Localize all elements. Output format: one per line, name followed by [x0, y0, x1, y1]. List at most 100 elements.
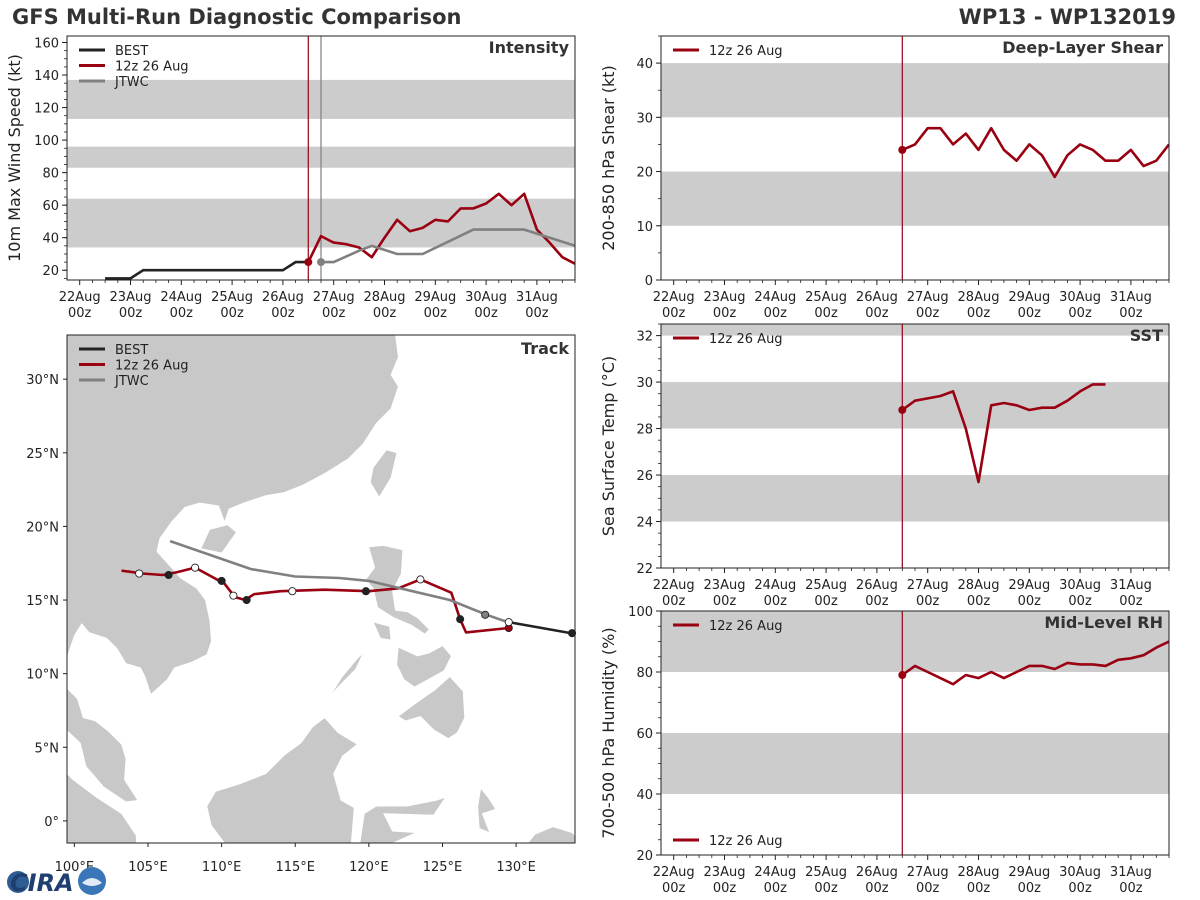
main-title: GFS Multi-Run Diagnostic Comparison	[12, 5, 462, 29]
land-taiwan	[369, 449, 398, 498]
sst-xtick-label-hour-1: 00z	[713, 594, 737, 609]
logo-globe-left-icon	[7, 871, 29, 893]
logo-swirl-icon	[82, 878, 102, 886]
rh-ytick-label-2: 60	[636, 727, 653, 742]
intensity-legend-label-2: JTWC	[114, 75, 149, 90]
storm-id: WP13 - WP132019	[958, 5, 1176, 29]
track-frame	[66, 334, 576, 844]
track-line-0	[508, 620, 575, 636]
rh-xtick-label-day-8: 30Aug	[1059, 865, 1101, 880]
sst-xtick-label-day-2: 24Aug	[754, 578, 796, 593]
shear-ytick-label-1: 10	[636, 220, 653, 235]
sst-xtick-label-day-4: 26Aug	[856, 578, 898, 593]
land-mindanao	[397, 676, 465, 739]
shear-xtick-label-day-3: 25Aug	[805, 290, 847, 305]
intensity-xtick-label-hour-7: 00z	[424, 306, 448, 321]
shear-xtick-label-day-6: 28Aug	[958, 290, 1000, 305]
shear-xtick-label-day-1: 23Aug	[704, 290, 746, 305]
intensity-xtick-label-hour-8: 00z	[474, 306, 498, 321]
rh-xtick-label-day-0: 22Aug	[653, 865, 695, 880]
sst-xtick-label-hour-7: 00z	[1018, 594, 1042, 609]
track-xtick-label-5: 125°E	[423, 860, 463, 875]
track-ytick-label-3: 15°N	[26, 594, 59, 609]
sst-xtick-label-day-1: 23Aug	[704, 578, 746, 593]
sst-xtick-label-hour-9: 00z	[1119, 594, 1143, 609]
sst-band-0	[661, 475, 1169, 522]
sst-title: SST	[1130, 326, 1163, 345]
sst-panel: 22242628303222Aug00z23Aug00z24Aug00z25Au…	[599, 323, 1170, 609]
shear-band-1	[661, 63, 1169, 118]
shear-xtick-label-hour-9: 00z	[1119, 306, 1143, 321]
rh-xtick-label-hour-6: 00z	[967, 881, 991, 896]
intensity-xtick-label-day-1: 23Aug	[110, 290, 152, 305]
intensity-xtick-label-hour-9: 00z	[525, 306, 549, 321]
track-point-1-7	[217, 576, 226, 585]
rh-xtick-label-day-2: 24Aug	[754, 865, 796, 880]
track-ytick-label-4: 20°N	[26, 520, 59, 535]
rh-title: Mid-Level RH	[1044, 613, 1163, 632]
shear-xtick-label-day-7: 29Aug	[1008, 290, 1050, 305]
shear-legend-label-0: 12z 26 Aug	[709, 44, 783, 59]
track-legend-label-1: 12z 26 Aug	[115, 359, 189, 374]
intensity-series-start-point-1	[304, 258, 313, 267]
sst-ytick-label-2: 26	[636, 469, 653, 484]
track-xtick-label-4: 120°E	[349, 860, 389, 875]
intensity-series-line-2	[321, 228, 575, 264]
track-point-1-4	[288, 587, 297, 596]
rh-xtick-label-hour-3: 00z	[814, 881, 838, 896]
track-title: Track	[521, 339, 569, 358]
track-ytick-label-1: 5°N	[35, 741, 60, 756]
logo-text: CIRA	[10, 869, 74, 897]
shear-series-start-point-0	[898, 145, 907, 154]
cira-logo: CIRA	[7, 867, 106, 897]
sst-xtick-label-day-3: 25Aug	[805, 578, 847, 593]
shear-ytick-label-4: 40	[636, 57, 653, 72]
sst-xtick-label-day-5: 27Aug	[907, 578, 949, 593]
intensity-series-line-0	[105, 260, 309, 280]
shear-xtick-label-day-8: 30Aug	[1059, 290, 1101, 305]
land-hainan	[200, 524, 237, 554]
track-point-1-8	[191, 563, 200, 572]
land-sumatra	[67, 773, 137, 843]
intensity-legend-label-1: 12z 26 Aug	[115, 60, 189, 75]
intensity-xtick-label-hour-3: 00z	[220, 306, 244, 321]
rh-xtick-label-day-1: 23Aug	[704, 865, 746, 880]
intensity-xtick-label-hour-4: 00z	[271, 306, 295, 321]
shear-xtick-label-hour-4: 00z	[865, 306, 889, 321]
intensity-xtick-label-day-2: 24Aug	[160, 290, 202, 305]
rh-xtick-label-hour-9: 00z	[1119, 881, 1143, 896]
track-point-1-5	[242, 595, 251, 605]
rh-xtick-label-day-9: 31Aug	[1110, 865, 1152, 880]
land-visayas	[396, 645, 452, 688]
track-point-2-1	[481, 610, 490, 619]
shear-xtick-label-hour-7: 00z	[1018, 306, 1042, 321]
sst-xtick-label-hour-5: 00z	[916, 594, 940, 609]
sst-xtick-label-day-7: 29Aug	[1008, 578, 1050, 593]
sst-band-2	[661, 324, 1169, 336]
track-point-1-3	[361, 587, 370, 596]
rh-xtick-label-hour-0: 00z	[662, 881, 686, 896]
rh-panel: 2040608010022Aug00z23Aug00z24Aug00z25Aug…	[599, 605, 1170, 896]
land-palawan	[327, 652, 364, 699]
rh-legend-label-0: 12z 26 Aug	[709, 834, 783, 849]
shear-ytick-label-0: 0	[645, 274, 653, 289]
shear-xtick-label-day-9: 31Aug	[1110, 290, 1152, 305]
sst-xtick-label-hour-6: 00z	[967, 594, 991, 609]
intensity-xtick-label-day-4: 26Aug	[262, 290, 304, 305]
track-point-1-1	[456, 615, 465, 624]
intensity-xtick-label-day-8: 30Aug	[465, 290, 507, 305]
sst-xtick-label-hour-3: 00z	[814, 594, 838, 609]
sst-xtick-label-hour-4: 00z	[865, 594, 889, 609]
sst-series-group	[901, 383, 1106, 484]
sst-ytick-label-4: 30	[636, 376, 653, 391]
shear-xtick-label-hour-8: 00z	[1068, 306, 1092, 321]
track-point-1-9	[164, 570, 173, 580]
track-ytick-label-5: 25°N	[26, 447, 59, 462]
sst-xtick-label-hour-8: 00z	[1068, 594, 1092, 609]
shear-xtick-label-day-2: 24Aug	[754, 290, 796, 305]
track-xtick-label-1: 105°E	[128, 860, 168, 875]
sst-xtick-label-day-0: 22Aug	[653, 578, 695, 593]
shear-band-0	[661, 171, 1169, 226]
land-mindoro	[372, 621, 392, 641]
